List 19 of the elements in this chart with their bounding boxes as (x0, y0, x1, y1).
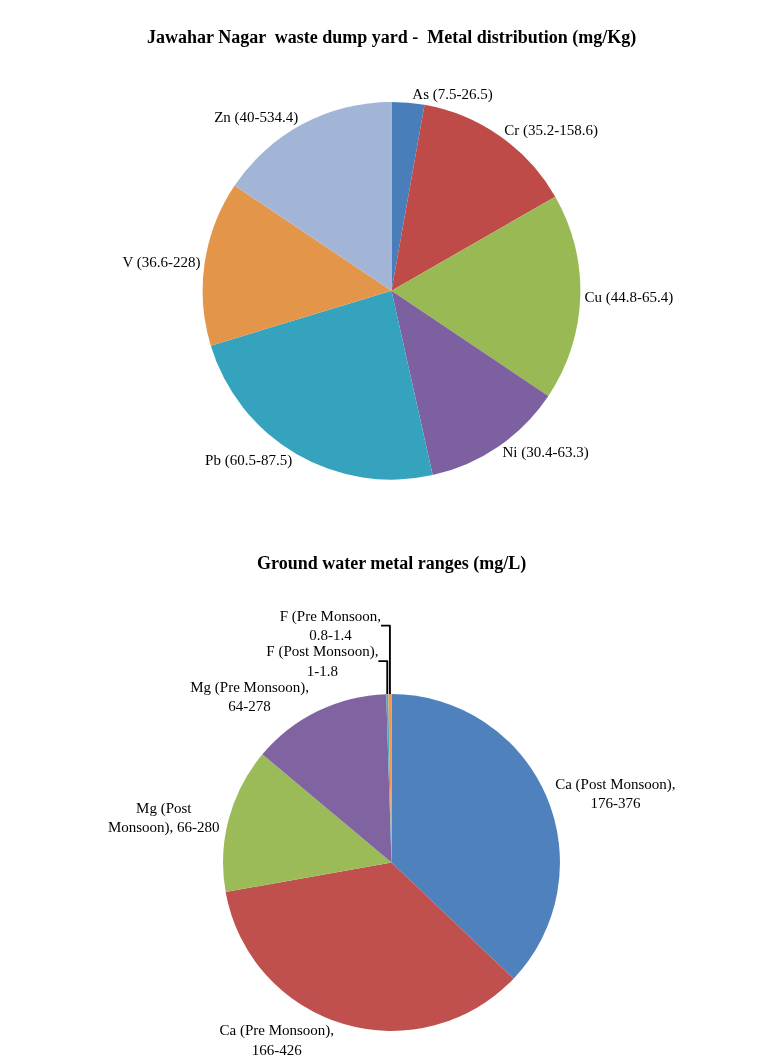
slice-label: Mg (Post Monsoon), 66-280 (107, 799, 220, 837)
pie-slice (202, 185, 392, 346)
chart-title: Jawahar Nagar waste dump yard - Metal distribution (mg/Kg) (147, 27, 637, 48)
slice-label: V (36.6-228) (122, 254, 201, 272)
slice-label: F (Post Monsoon), 1-1.8 (266, 643, 379, 679)
pie-slice (234, 101, 392, 291)
slice-label: Ca (Post Monsoon), 176-376 (555, 775, 676, 812)
pie-slice (223, 754, 392, 893)
slice-label: Pb (60.5-87.5) (205, 451, 293, 469)
slice-label: Ca (Pre Monsoon), 166-426 (219, 1022, 335, 1058)
slice-label: Cu (44.8-65.4) (584, 288, 674, 306)
pie-slice (391, 196, 581, 396)
slice-label: Zn (40-534.4) (214, 109, 299, 127)
slice-label: Cr (35.2-158.6) (504, 122, 599, 140)
slice-label: F (Pre Monsoon, 0.8-1.4 (279, 607, 382, 644)
slice-label: Ni (30.4-63.3) (502, 443, 589, 461)
slice-label: Mg (Pre Monsoon), 64-278 (190, 678, 309, 715)
slice-label: As (7.5-26.5) (412, 85, 493, 103)
chart-title: Ground water metal ranges (mg/L) (257, 553, 527, 574)
